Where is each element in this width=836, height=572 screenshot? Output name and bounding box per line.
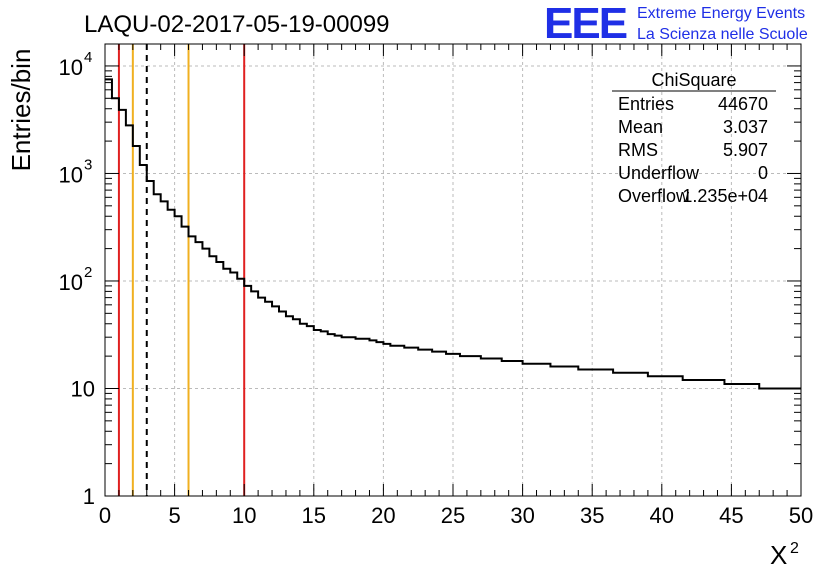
x-axis-title: X 2 [770,540,799,570]
x-tick-label: 0 [99,503,111,528]
stats-title: ChiSquare [651,70,736,90]
x-tick-label: 5 [168,503,180,528]
y-tick-label: 10 2 [59,264,93,295]
x-tick-label: 25 [441,503,465,528]
y-tick-label-exponent: 2 [84,264,92,281]
stats-row: Mean 3.037 [618,117,768,137]
x-tick-label: 10 [232,503,256,528]
x-tick-label: 45 [719,503,743,528]
x-tick-label: 50 [789,503,813,528]
logo-line-2: La Scienza nelle Scuole [637,26,808,43]
axis-ticks [104,44,802,497]
histogram-line [105,78,801,390]
stats-row-label: RMS [618,140,658,160]
histogram [105,78,801,390]
stats-row-value: 3.037 [723,117,768,137]
grid [105,44,801,496]
y-tick-label-exponent: 3 [84,156,92,173]
logo-line-1: Extreme Energy Events [637,5,805,22]
stats-row: RMS 5.907 [618,140,768,160]
stats-row-value: 1.235e+04 [682,186,768,206]
eee-logo: EEE Extreme Energy Events La Scienza nel… [544,0,808,48]
y-tick-label-base: 1 [83,484,95,509]
y-tick-label-base: 10 [71,376,95,401]
stats-row: Underflow 0 [618,163,768,183]
x-tick-label: 30 [510,503,534,528]
stats-row-value: 0 [758,163,768,183]
x-tick-label: 20 [371,503,395,528]
logo-mark: EEE [544,0,627,48]
y-tick-label-base: 10 [59,55,83,80]
y-tick-label: 10 3 [59,156,93,187]
y-tick-label-exponent: 4 [84,49,92,66]
y-tick-label-base: 10 [59,270,83,295]
stats-row-label: Entries [618,94,674,114]
x-axis-title-base: X [770,540,787,570]
reference-lines [117,44,246,496]
chart-title: LAQU-02-2017-05-19-00099 [84,11,390,38]
x-tick-label: 35 [580,503,604,528]
y-tick-label: 1 [83,484,95,509]
stats-row-value: 44670 [718,94,768,114]
x-tick-labels: 0 5 10 15 20 25 30 35 40 45 50 [99,503,813,528]
stats-row-label: Mean [618,117,663,137]
y-tick-label-base: 10 [59,162,83,187]
stats-row-label: Underflow [618,163,700,183]
x-tick-label: 40 [650,503,674,528]
y-axis-title: Entries/bin [6,49,36,172]
stats-rows: Entries 44670 Mean 3.037 RMS 5.907 Underflow 0 O… [618,94,768,206]
y-tick-label: 10 4 [59,49,93,80]
stats-row: Entries 44670 [618,94,768,114]
stats-row-value: 5.907 [723,140,768,160]
stats-row-label: Overflow [618,186,690,206]
x-axis-title-exponent: 2 [790,540,799,557]
stats-box: ChiSquare Entries 44670 Mean 3.037 RMS 5.907 U… [612,70,776,206]
y-tick-label: 10 [71,376,95,401]
x-tick-label: 15 [302,503,326,528]
